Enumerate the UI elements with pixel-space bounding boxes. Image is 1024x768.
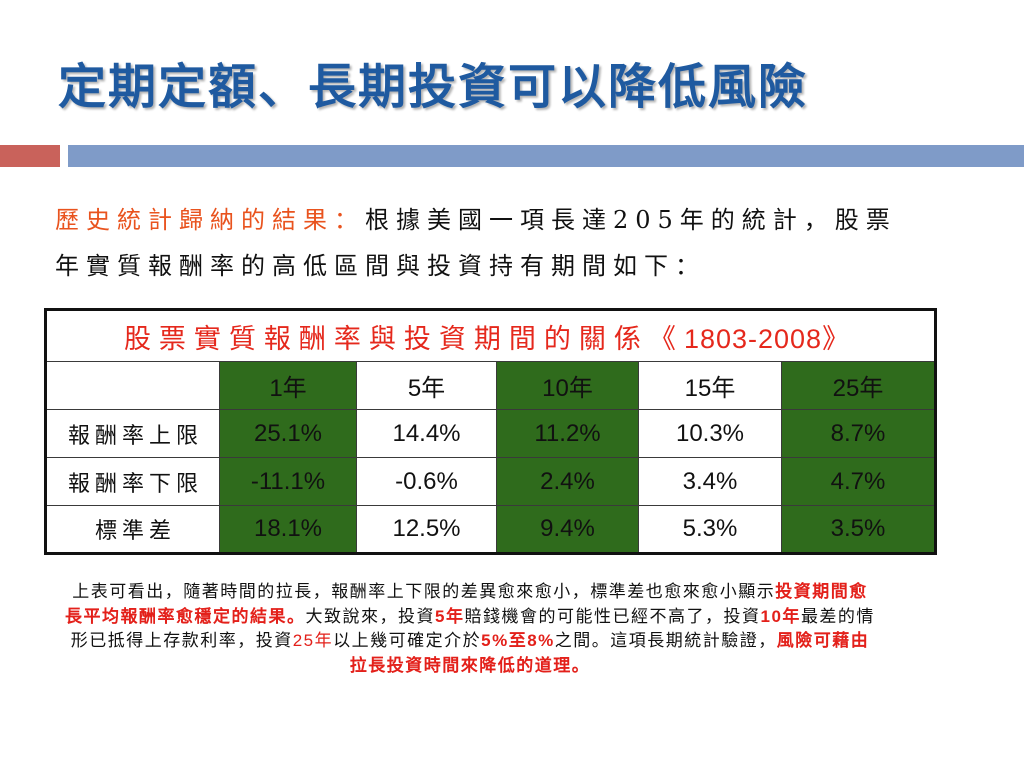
note-emphasis: 25年 — [292, 631, 334, 650]
note-emphasis: 投資期間愈 — [775, 582, 868, 601]
intro-line-1: 歷史統計歸納的結果：根據美國一項長達205年的統計，股票 — [55, 197, 897, 243]
table-cell: 5.3% — [638, 505, 782, 554]
note-emphasis: 10年 — [760, 606, 801, 626]
table-cell: -0.6% — [356, 457, 497, 506]
table-row: 報酬率上限 25.1% 14.4% 11.2% 10.3% 8.7% — [45, 409, 936, 458]
accent-bar-right — [68, 145, 1024, 167]
table-cell: 18.1% — [219, 505, 357, 554]
table-cell: 25.1% — [219, 409, 357, 458]
row-label: 報酬率上限 — [45, 409, 220, 458]
slide-title: 定期定額、長期投資可以降低風險 — [58, 61, 809, 114]
table-cell: 2.4% — [496, 457, 639, 506]
table-cell: 14.4% — [356, 409, 497, 458]
note-emphasis: 風險可藉由 — [776, 631, 870, 650]
returns-table: 股票實質報酬率與投資期間的關係《1803-2008》 1年 5年 10年 15年… — [44, 308, 937, 555]
note-text: 最差的情 — [800, 606, 875, 626]
table-cell: 12.5% — [356, 505, 497, 554]
period-header-cell: 15年 — [638, 361, 782, 410]
note-line: 拉長投資時間來降低的道理。 — [28, 654, 912, 679]
table-row: 報酬率下限 -11.1% -0.6% 2.4% 3.4% 4.7% — [45, 457, 936, 506]
note-emphasis: 5%至8% — [481, 631, 555, 650]
intro-paragraph: 歷史統計歸納的結果：根據美國一項長達205年的統計，股票 年實質報酬率的高低區間… — [55, 197, 897, 289]
note-emphasis: 長平均報酬率愈穩定的結果。 — [65, 606, 306, 626]
note-text: 以上幾可確定介於 — [333, 631, 482, 650]
note-emphasis: 拉長投資時間來降低的道理。 — [349, 655, 591, 675]
table-cell: -11.1% — [219, 457, 357, 506]
table-cell: 8.7% — [781, 409, 936, 458]
table-cell: 3.5% — [781, 505, 936, 554]
note-line: 形已抵得上存款利率，投資25年以上幾可確定介於5%至8%之間。這項長期統計驗證，… — [28, 629, 912, 654]
note-text: 大致說來，投資 — [305, 606, 436, 626]
summary-note: 上表可看出，隨著時間的拉長，報酬率上下限的差異愈來愈小，標準差也愈來愈小顯示投資… — [28, 580, 912, 678]
period-header-cell: 5年 — [356, 361, 497, 410]
period-header-cell: 25年 — [781, 361, 936, 410]
intro-text: 根據美國一項長達205年的統計，股票 — [365, 206, 897, 234]
intro-line-2: 年實質報酬率的高低區間與投資持有期間如下： — [55, 252, 706, 280]
table-title-close-bracket: 》 — [822, 323, 858, 355]
table-title: 股票實質報酬率與投資期間的關係《1803-2008》 — [45, 309, 936, 362]
table-cell: 10.3% — [638, 409, 782, 458]
note-text: 上表可看出，隨著時間的拉長，報酬率上下限的差異愈來愈小，標準差也愈來愈小顯示 — [72, 582, 776, 601]
table-title-text: 股票實質報酬率與投資期間的關係《 — [123, 323, 684, 355]
table-cell: 9.4% — [496, 505, 639, 554]
header-corner-cell — [45, 361, 220, 410]
table-row: 標準差 18.1% 12.5% 9.4% 5.3% 3.5% — [45, 505, 936, 554]
note-line: 上表可看出，隨著時間的拉長，報酬率上下限的差異愈來愈小，標準差也愈來愈小顯示投資… — [28, 580, 912, 605]
row-label: 標準差 — [45, 505, 220, 554]
period-header-cell: 10年 — [496, 361, 639, 410]
period-header-cell: 1年 — [219, 361, 357, 410]
note-line: 長平均報酬率愈穩定的結果。大致說來，投資5年賠錢機會的可能性已經不高了，投資10… — [28, 605, 912, 630]
note-emphasis: 5年 — [435, 606, 465, 626]
table-title-years: 1803-2008 — [683, 323, 823, 354]
note-text: 形已抵得上存款利率，投資 — [70, 631, 293, 650]
table-cell: 11.2% — [496, 409, 639, 458]
note-text: 賠錢機會的可能性已經不高了，投資 — [464, 606, 761, 626]
table-cell: 4.7% — [781, 457, 936, 506]
table-title-row: 股票實質報酬率與投資期間的關係《1803-2008》 — [45, 309, 936, 362]
intro-label: 歷史統計歸納的結果： — [55, 206, 365, 234]
note-text: 之間。這項長期統計驗證， — [554, 631, 777, 650]
row-label: 報酬率下限 — [45, 457, 220, 506]
table-cell: 3.4% — [638, 457, 782, 506]
period-header-row: 1年 5年 10年 15年 25年 — [45, 361, 936, 410]
accent-bar-left — [0, 145, 60, 167]
